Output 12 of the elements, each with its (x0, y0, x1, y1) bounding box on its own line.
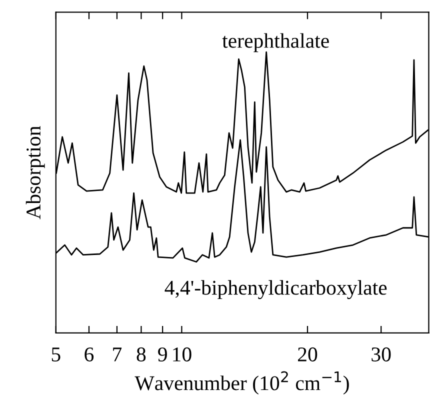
x-tick-label: 20 (298, 347, 318, 362)
x-tick-label: 9 (158, 347, 167, 362)
x-tick-label: 10 (173, 347, 192, 362)
y-axis-title: Absorption (26, 126, 45, 220)
x-tick-label: 5 (52, 348, 60, 362)
x-tick-label: 8 (136, 347, 146, 362)
series-label: 4,4'-biphenyldicarboxylate (164, 280, 387, 300)
legend-label: terephthalate (222, 33, 329, 52)
x-tick-label: 7 (113, 348, 122, 362)
x-tick-label: 6 (84, 347, 94, 362)
x-axis-title: Wavenumber (10$^{2}$ cm$^{−1}$) (134, 371, 349, 394)
x-tick-label: 30 (372, 347, 391, 362)
